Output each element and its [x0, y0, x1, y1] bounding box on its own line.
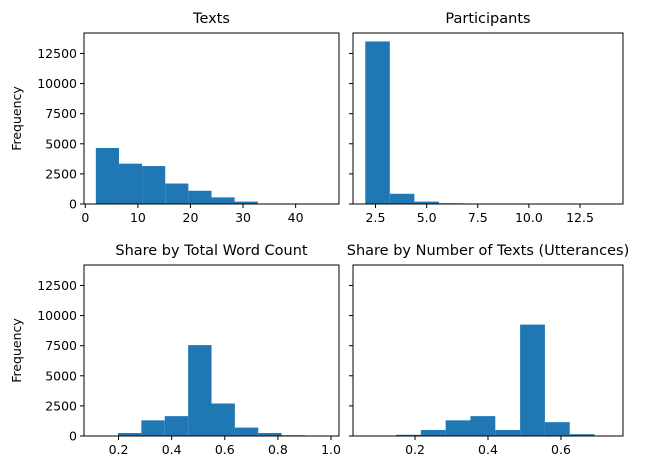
- histogram-bar: [569, 434, 595, 436]
- axes-frame: [352, 264, 624, 437]
- y-tick-label: 7500: [45, 338, 77, 353]
- y-tick-label: 2500: [45, 166, 77, 181]
- x-tick-label: 5.0: [417, 210, 437, 225]
- histogram-bar: [142, 166, 166, 204]
- histogram-bar: [95, 148, 119, 204]
- panel-texts: 0 10 20 30 40 0 2500 5000 7500 10000 12500 Texts Fre…: [9, 11, 340, 225]
- x-tick-label: 0: [81, 210, 89, 225]
- histogram-bar: [118, 163, 143, 204]
- axes-frame: [352, 32, 624, 205]
- histogram-bar: [211, 197, 235, 204]
- chart-title: Share by Number of Texts (Utterances): [347, 243, 629, 259]
- x-tick-label: 0.4: [478, 442, 498, 457]
- y-tick-label: 12500: [37, 46, 77, 61]
- histogram-bar: [544, 422, 570, 436]
- axes-frame: [83, 32, 340, 205]
- y-tick-label: 0: [69, 197, 77, 212]
- histogram-bar: [141, 420, 165, 436]
- x-tick-label: 0.8: [268, 442, 288, 457]
- histogram-bar: [188, 190, 212, 204]
- y-tick-label: 5000: [45, 136, 77, 151]
- y-tick-label: 10000: [37, 76, 77, 91]
- panel-share-word-count: 0.2 0.4 0.6 0.8 1.0 0 2500 5000 7500 10000 12500 Sh…: [9, 243, 341, 457]
- histogram-bar: [445, 420, 471, 436]
- y-tick-label: 12500: [37, 278, 77, 293]
- x-tick-label: 10.0: [515, 210, 543, 225]
- histogram-bar: [234, 427, 259, 436]
- panel-share-number-texts: 0.2 0.4 0.6 Share by Number of Texts (Utter…: [347, 243, 629, 457]
- histogram-bar: [365, 41, 390, 204]
- histogram-bar: [389, 193, 415, 204]
- histogram-bar: [165, 183, 189, 204]
- x-tick-label: 10: [130, 210, 146, 225]
- histogram-bar: [396, 434, 421, 436]
- histogram-bar: [234, 201, 258, 204]
- histogram-bar: [188, 345, 212, 436]
- x-tick-label: 0.6: [215, 442, 235, 457]
- histogram-bar: [414, 201, 439, 204]
- histogram-bar: [258, 432, 282, 436]
- histogram-bar: [495, 429, 521, 436]
- x-tick-label: 0.2: [405, 442, 425, 457]
- histogram-bar: [211, 403, 235, 436]
- y-tick-label: 5000: [45, 368, 77, 383]
- x-tick-label: 0.2: [109, 442, 129, 457]
- chart-title: Share by Total Word Count: [115, 243, 308, 259]
- axes-frame: [83, 264, 340, 437]
- histogram-bar: [164, 416, 189, 436]
- x-tick-label: 20: [183, 210, 199, 225]
- x-tick-label: 0.6: [551, 442, 571, 457]
- x-tick-label: 40: [288, 210, 304, 225]
- x-tick-label: 1.0: [321, 442, 341, 457]
- histogram-bar: [470, 416, 496, 436]
- histogram-bar: [520, 324, 545, 436]
- y-tick-label: 0: [69, 429, 77, 444]
- x-tick-label: 2.5: [366, 210, 386, 225]
- x-tick-label: 12.5: [566, 210, 594, 225]
- x-tick-label: 0.4: [162, 442, 182, 457]
- y-tick-label: 7500: [45, 106, 77, 121]
- chart-title: Participants: [445, 11, 530, 27]
- y-tick-label: 2500: [45, 398, 77, 413]
- panel-participants: 2.5 5.0 7.5 10.0 12.5 Participants: [349, 11, 624, 225]
- histogram-bar: [118, 432, 142, 436]
- y-axis-label: Frequency: [9, 86, 24, 151]
- chart-title: Texts: [192, 11, 230, 27]
- histogram-bar: [420, 429, 446, 436]
- x-tick-label: 30: [235, 210, 251, 225]
- y-axis-label: Frequency: [9, 318, 24, 383]
- y-tick-label: 10000: [37, 308, 77, 323]
- x-tick-label: 7.5: [468, 210, 488, 225]
